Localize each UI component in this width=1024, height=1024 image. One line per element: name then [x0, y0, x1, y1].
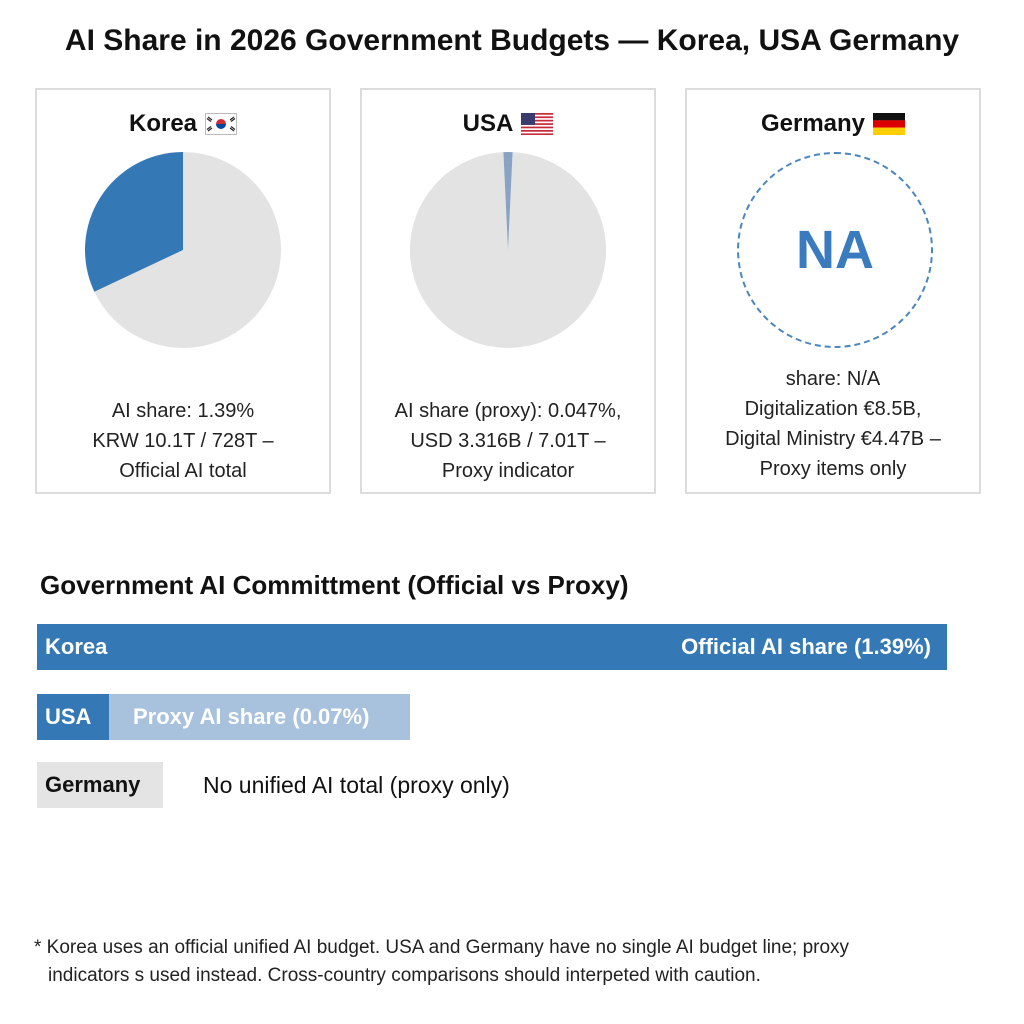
germany-source-text: Proxy items only [759, 458, 907, 480]
korea-pie-slice-ai [85, 152, 183, 292]
korea-card-title: Korea [128, 110, 198, 137]
korea-card-details: AI share: 1.39% KRW 10.1T / 728T – Offic… [37, 396, 329, 486]
usa-bar-label: USA [37, 694, 109, 740]
germany-flag-icon [873, 113, 906, 135]
usa-card: USA AI share (proxy): 0.047%, USD 3.31 [360, 88, 656, 494]
usa-commitment-bar: USA Proxy AI share (0.07%) [37, 694, 410, 740]
footnote-line-1: * Korea uses an official unified AI budg… [34, 937, 850, 958]
germany-card-title: Germany [760, 110, 866, 137]
korea-pie-slice-rest [94, 152, 281, 348]
usa-pie-slice-ai [503, 152, 513, 250]
germany-commitment-bar: Germany No unified AI total (proxy only) [37, 762, 510, 808]
germany-bar-label: Germany [37, 762, 163, 808]
usa-source-text: Proxy indicator [441, 460, 575, 482]
korea-source-text: Official AI total [119, 460, 247, 482]
footnote-line-2: indicators s used instead. Cross-country… [48, 965, 761, 986]
south-korea-flag-icon [205, 113, 238, 135]
usa-pie-chart [408, 150, 608, 350]
footnote: * Korea uses an official unified AI budg… [34, 934, 994, 990]
usa-bar-value-label: Proxy AI share (0.07%) [109, 694, 410, 740]
usa-ai-share-text: AI share (proxy): 0.047%, [394, 400, 622, 422]
usa-budget-text: USD 3.316B / 7.01T – [410, 430, 606, 452]
page-title: AI Share in 2026 Government Budgets — Ko… [64, 24, 960, 57]
korea-bar-value-label: Official AI share (1.39%) [681, 634, 931, 659]
usa-card-header: USA [362, 110, 654, 138]
korea-ai-share-text: AI share: 1.39% [111, 400, 255, 422]
usa-flag-icon [521, 113, 554, 135]
germany-card-header: Germany [687, 110, 979, 138]
germany-bar-note: No unified AI total (proxy only) [203, 771, 510, 798]
korea-bar-label: Korea [45, 634, 108, 659]
korea-budget-text: KRW 10.1T / 728T – [92, 430, 274, 452]
germany-digitalization-text: Digitalization €8.5B, [744, 398, 922, 420]
commitment-section-title: Government AI Committment (Official vs P… [40, 570, 629, 600]
germany-na-placeholder: NA [737, 152, 933, 348]
germany-na-label: NA [796, 220, 874, 280]
korea-card-header: Korea [37, 110, 329, 138]
usa-card-details: AI share (proxy): 0.047%, USD 3.316B / 7… [362, 396, 654, 486]
korea-pie-chart [83, 150, 283, 350]
germany-share-text: share: N/A [785, 368, 881, 390]
usa-card-title: USA [462, 110, 514, 137]
korea-commitment-bar: Korea Official AI share (1.39%) [37, 624, 947, 670]
usa-pie-slice-rest [410, 152, 606, 348]
germany-ministry-text: Digital Ministry €4.47B – [725, 428, 941, 450]
korea-card: Korea AI share: 1.39% KRW 10.1T / 728T –… [35, 88, 331, 494]
germany-card: Germany NA share: N/A Digitalization €8.… [685, 88, 981, 494]
germany-card-details: share: N/A Digitalization €8.5B, Digital… [687, 364, 979, 484]
